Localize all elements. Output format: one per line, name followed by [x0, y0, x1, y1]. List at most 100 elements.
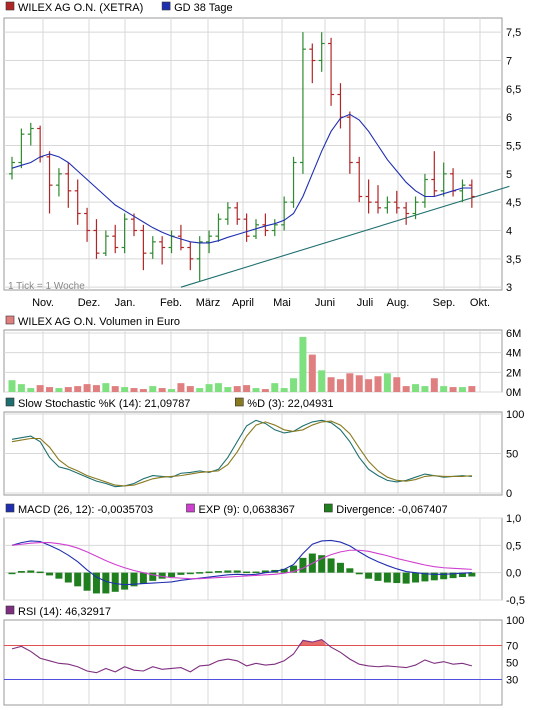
divergence-bar-34: [327, 558, 335, 573]
trend-line: [180, 185, 510, 288]
candle-48: [459, 179, 466, 203]
month-label-5: April: [232, 297, 254, 309]
volume-bar-38: [365, 379, 373, 392]
ma-line: [11, 113, 472, 244]
volume-bar-3: [36, 385, 44, 392]
volume-bar-27: [261, 389, 269, 392]
legend-swatch-4-0: [5, 605, 15, 615]
volume-bar-44: [421, 386, 429, 392]
divergence-bar-30: [290, 565, 298, 573]
divergence-bar-31: [299, 557, 307, 573]
divergence-bar-29: [280, 568, 288, 573]
volume-bar-4: [46, 387, 54, 392]
divergence-bar-14: [139, 572, 147, 584]
panel-frame-4: [3, 619, 503, 706]
candle-24: [234, 202, 241, 225]
divergence-bar-42: [402, 572, 410, 584]
macd-y-tick-1: 0,0: [506, 568, 521, 580]
volume-bar-25: [243, 385, 251, 392]
divergence-bar-22: [214, 571, 222, 573]
volume-y-tick-3: 6M: [506, 328, 521, 340]
divergence-bar-5: [55, 572, 63, 579]
month-label-3: Feb.: [160, 297, 182, 309]
volume-bar-20: [196, 388, 204, 392]
candle-2: [27, 122, 34, 146]
rsi-y-tick-0: 30: [506, 675, 518, 687]
volume-bar-9: [92, 385, 100, 392]
volume-bar-5: [55, 388, 63, 392]
candle-41: [393, 190, 400, 214]
price-y-tick-7: 6,5: [506, 84, 521, 96]
volume-bar-21: [205, 384, 213, 392]
volume-bar-45: [430, 378, 438, 392]
candle-44: [421, 173, 428, 208]
divergence-bar-46: [440, 572, 448, 580]
divergence-bar-9: [92, 572, 100, 594]
legend-label-3-1: EXP (9): 0,0638367: [199, 504, 295, 516]
tick-note: 1 Tick = 1 Woche: [8, 281, 85, 292]
candle-39: [375, 185, 381, 214]
divergence-bar-49: [468, 572, 476, 577]
volume-bar-24: [233, 386, 241, 392]
volume-bar-47: [449, 387, 457, 392]
divergence-bar-25: [243, 571, 251, 574]
legend-label-3-2: Divergence: -0,067407: [336, 504, 447, 516]
price-y-tick-4: 5: [506, 169, 512, 181]
candle-18: [177, 224, 184, 251]
month-label-6: Mai: [273, 297, 291, 309]
volume-bar-17: [168, 389, 176, 392]
divergence-bar-21: [205, 571, 213, 574]
legend-swatch-3-1: [186, 503, 195, 513]
volume-bar-30: [290, 378, 298, 392]
candle-32: [309, 43, 316, 84]
divergence-bar-19: [186, 572, 194, 575]
volume-bar-36: [346, 373, 354, 392]
candle-31: [299, 32, 306, 174]
rsi-y-tick-3: 100: [506, 615, 524, 627]
volume-bar-19: [186, 386, 194, 392]
volume-bar-41: [393, 377, 401, 392]
divergence-bar-26: [252, 571, 260, 574]
volume-bar-10: [102, 383, 110, 392]
candle-43: [412, 196, 419, 220]
stoch-line-0: [11, 419, 472, 488]
divergence-bar-40: [383, 572, 391, 583]
volume-bar-7: [74, 386, 82, 392]
divergence-bar-11: [111, 572, 119, 592]
month-label-1: Dez.: [78, 297, 101, 309]
panel-frame-0: [3, 17, 503, 291]
divergence-bar-48: [458, 572, 466, 578]
divergence-bar-1: [17, 571, 25, 573]
macd-y-tick-2: 0,5: [506, 540, 521, 552]
volume-bar-42: [402, 386, 410, 392]
month-label-0: Nov.: [32, 297, 54, 309]
divergence-bar-27: [261, 570, 269, 573]
candle-29: [281, 196, 288, 231]
volume-bar-39: [374, 376, 382, 392]
divergence-bar-44: [421, 572, 429, 582]
price-y-tick-6: 6: [506, 112, 512, 124]
price-y-tick-3: 4,5: [506, 197, 521, 209]
volume-bar-26: [252, 388, 260, 392]
legend-label-2-0: Slow Stochastic %K (14): 21,09787: [18, 398, 190, 410]
price-y-tick-8: 7: [506, 56, 512, 68]
candle-13: [131, 213, 137, 237]
divergence-bar-17: [168, 572, 176, 578]
month-label-8: Juli: [357, 297, 374, 309]
divergence-bar-33: [318, 555, 326, 573]
volume-bar-35: [336, 379, 344, 392]
divergence-bar-6: [64, 572, 72, 583]
candle-46: [440, 162, 447, 197]
month-label-10: Sep.: [433, 297, 456, 309]
candle-36: [346, 111, 353, 174]
macd-line-1: [11, 542, 472, 580]
candle-7: [74, 179, 81, 225]
divergence-bar-16: [158, 572, 166, 579]
candle-16: [159, 236, 166, 265]
volume-bar-8: [83, 384, 91, 392]
candle-14: [140, 224, 147, 271]
divergence-bar-36: [346, 568, 354, 573]
divergence-bar-39: [374, 572, 382, 581]
macd-y-tick-0: -0,5: [506, 595, 525, 607]
